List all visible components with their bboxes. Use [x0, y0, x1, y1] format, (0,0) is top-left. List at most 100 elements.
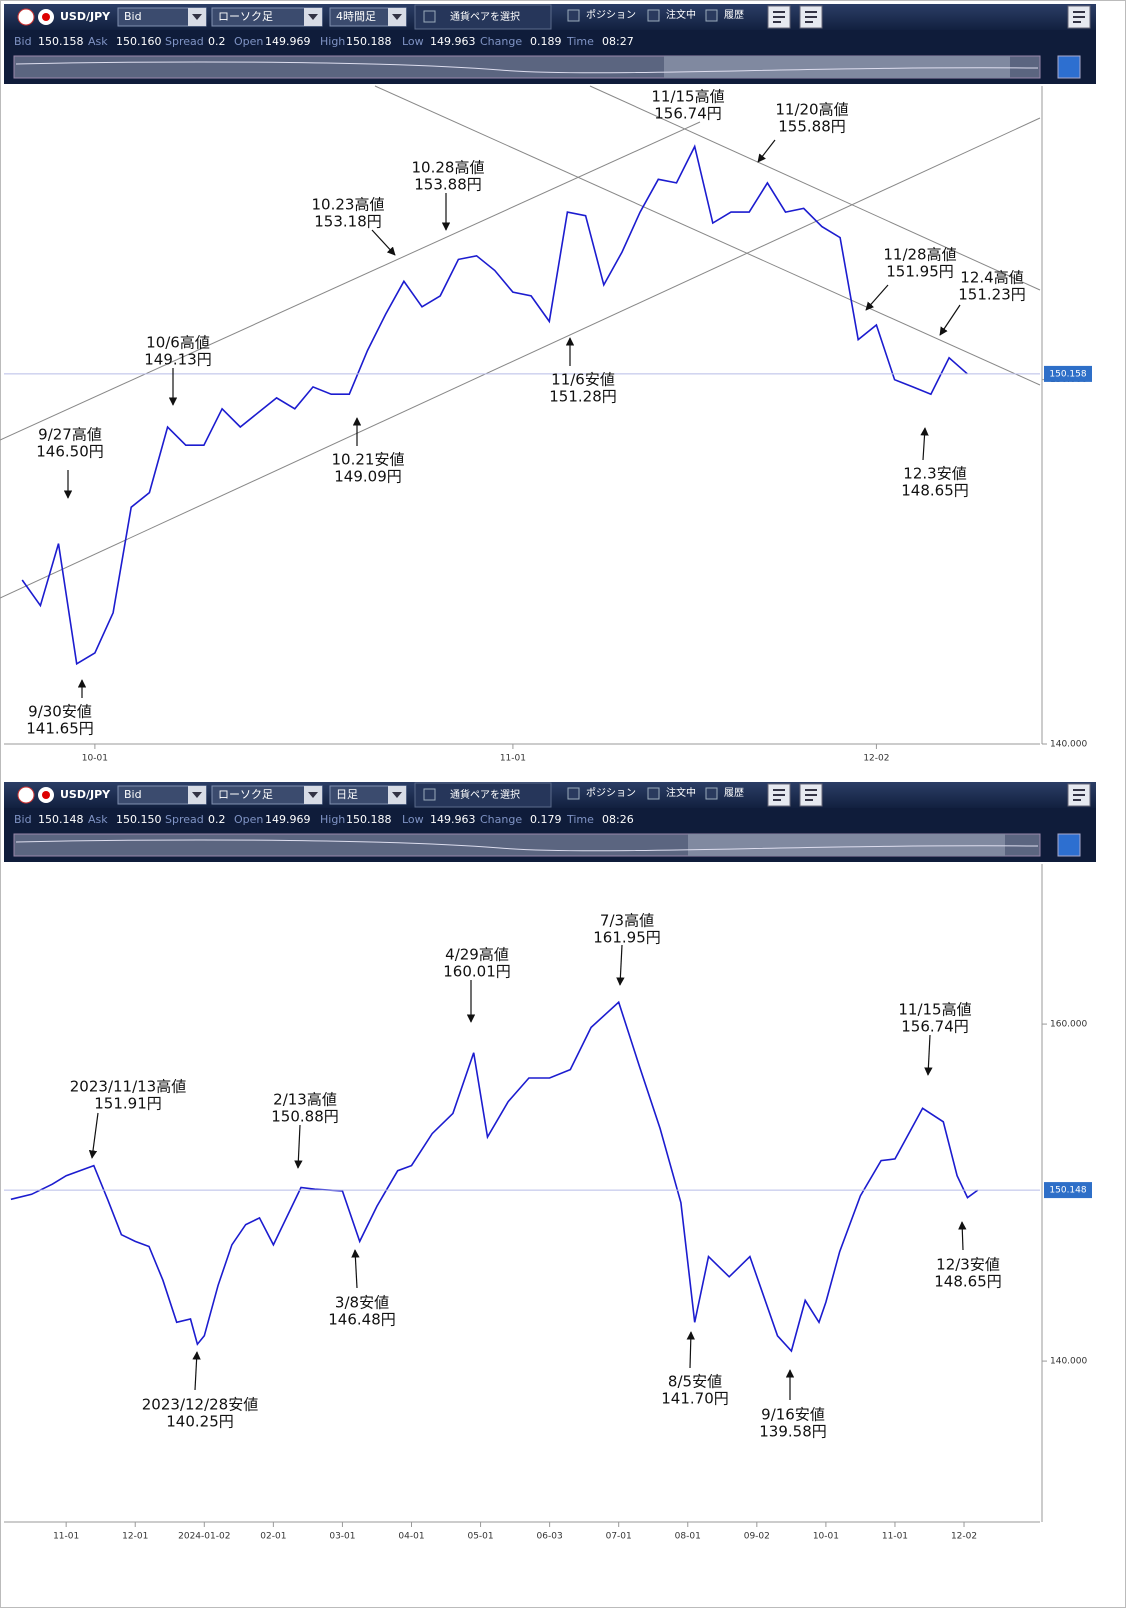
info-label: Spread: [165, 35, 204, 48]
select-button[interactable]: [414, 782, 552, 808]
checkbox[interactable]: [647, 787, 660, 800]
x-tick-label: 12-02: [863, 754, 889, 764]
annotation-label: 9/30安値: [28, 703, 92, 721]
x-tick-label: 11-01: [882, 1532, 908, 1542]
annotation-arrow: [192, 1351, 201, 1391]
icon-glyph: [773, 11, 785, 23]
annotation-arrow: [958, 1221, 967, 1251]
info-label: Open: [234, 35, 263, 48]
plot-area: [4, 864, 1096, 1522]
price-line: [21, 144, 968, 666]
info-value: 150.188: [346, 813, 392, 826]
dropdown-label: Bid: [124, 10, 142, 23]
annotation-arrow: [920, 427, 929, 461]
info-value: 0.2: [208, 813, 226, 826]
annotation-price: 160.01円: [443, 963, 511, 981]
annotation-price: 149.13円: [144, 351, 212, 369]
info-value: 149.963: [430, 35, 476, 48]
info-value: 0.179: [530, 813, 562, 826]
y-tick-label: 140.000: [1050, 740, 1087, 750]
info-bar: [4, 30, 1096, 52]
trend-line: [0, 117, 1041, 599]
icon-glyph: [773, 789, 785, 801]
select-label: 通貨ペアを選択: [450, 788, 520, 801]
annotation-price: 151.91円: [94, 1095, 162, 1113]
info-label: Change: [480, 813, 522, 826]
checkbox[interactable]: [705, 9, 718, 22]
checkbox[interactable]: [567, 787, 580, 800]
navigator-thumb[interactable]: [664, 56, 1010, 78]
info-label: High: [320, 813, 345, 826]
x-tick-label: 07-01: [606, 1532, 632, 1542]
checkbox-label: 注文中: [666, 8, 696, 21]
annotation-arrow: [371, 229, 396, 256]
x-tick-label: 10-01: [813, 1532, 839, 1542]
annotation-label: 11/15高値: [651, 88, 724, 106]
info-value: 150.188: [346, 35, 392, 48]
select-button[interactable]: [414, 4, 552, 30]
info-value: 150.148: [38, 813, 84, 826]
info-value: 08:27: [602, 35, 634, 48]
annotation-label: 10.21安値: [332, 451, 405, 469]
x-tick-label: 03-01: [329, 1532, 355, 1542]
arrow-icon: [192, 14, 202, 20]
annotation-price: 149.09円: [334, 468, 402, 486]
annotation-arrow: [686, 1331, 695, 1369]
checkbox[interactable]: [705, 787, 718, 800]
annotation-price: 161.95円: [593, 929, 661, 947]
annotation-label: 11/6安値: [551, 371, 615, 389]
annotation-price: 140.25円: [166, 1413, 234, 1431]
info-label: Change: [480, 35, 522, 48]
pair-label: USD/JPY: [60, 788, 111, 801]
trend-line: [374, 85, 1041, 386]
checkbox[interactable]: [423, 788, 436, 801]
annotation-label: 8/5安値: [668, 1373, 722, 1391]
checkbox[interactable]: [423, 10, 436, 23]
current-price-label: 150.158: [1049, 369, 1086, 379]
zoom-button[interactable]: [1057, 833, 1081, 857]
annotation-price: 146.48円: [328, 1311, 396, 1329]
icon-glyph: [805, 789, 817, 801]
x-tick-label: 04-01: [398, 1532, 424, 1542]
trend-line: [0, 121, 701, 441]
annotation-price: 141.70円: [661, 1390, 729, 1408]
dropdown-label: ローソク足: [218, 788, 273, 801]
info-label: Low: [402, 35, 424, 48]
annotation-arrow: [616, 944, 625, 986]
icon-glyph: [805, 11, 817, 23]
x-tick-label: 12-02: [951, 1532, 977, 1542]
annotation-label: 4/29高値: [445, 946, 509, 964]
pair-label: USD/JPY: [60, 10, 111, 23]
checkbox-label: 注文中: [666, 786, 696, 799]
annotation-label: 12/3安値: [936, 1256, 1000, 1274]
annotation-price: 139.58円: [759, 1423, 827, 1441]
x-tick-label: 11-01: [53, 1532, 79, 1542]
annotation-label: 10.28高値: [412, 159, 485, 177]
info-bar: [4, 808, 1096, 830]
dropdown-label: 日足: [336, 788, 358, 801]
annotation-price: 155.88円: [778, 118, 846, 136]
info-value: 0.189: [530, 35, 562, 48]
info-value: 08:26: [602, 813, 634, 826]
navigator-trace: [15, 839, 1039, 852]
annotation-label: 9/27高値: [38, 426, 102, 444]
y-tick-label: 140.000: [1050, 1357, 1087, 1367]
icon-glyph: [1073, 789, 1085, 801]
x-tick-label: 12-01: [122, 1532, 148, 1542]
checkbox[interactable]: [567, 9, 580, 22]
info-label: Open: [234, 813, 263, 826]
zoom-button[interactable]: [1057, 55, 1081, 79]
info-label: Spread: [165, 813, 204, 826]
annotation-arrow: [757, 139, 776, 163]
annotation-price: 148.65円: [901, 482, 969, 500]
arrow-icon: [192, 792, 202, 798]
price-line: [10, 1000, 979, 1353]
arrow-icon: [308, 792, 318, 798]
navigator-thumb[interactable]: [688, 834, 1005, 856]
arrow-icon: [392, 14, 402, 20]
x-tick-label: 2024-01-02: [178, 1532, 230, 1542]
info-label: Time: [566, 35, 594, 48]
x-tick-label: 11-01: [500, 754, 526, 764]
checkbox[interactable]: [647, 9, 660, 22]
y-tick-label: 160.000: [1050, 1020, 1087, 1030]
